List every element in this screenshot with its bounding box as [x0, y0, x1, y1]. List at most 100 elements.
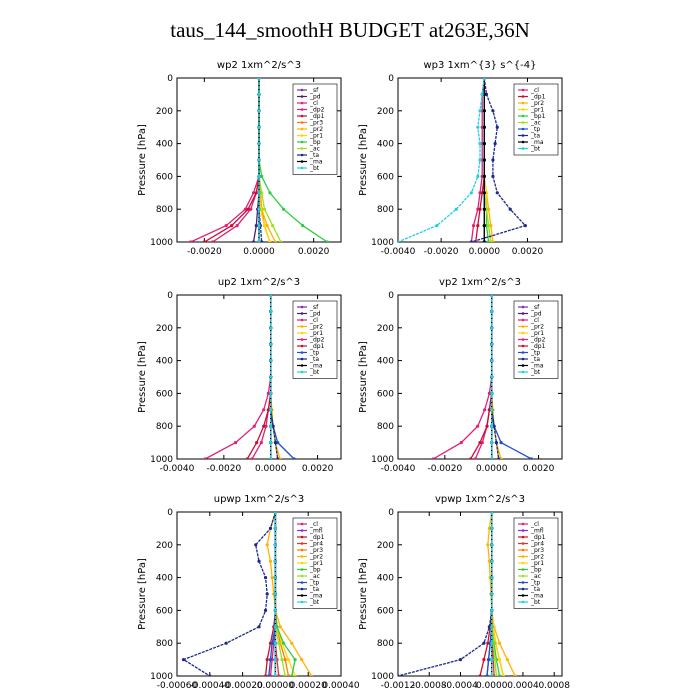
series-point-ta: [254, 543, 258, 547]
series-point-bt: [490, 359, 494, 363]
legend-marker: [300, 147, 304, 150]
series-point-cl: [471, 224, 476, 228]
legend-marker: [300, 542, 304, 545]
y-tick-label: 1000: [371, 455, 394, 465]
legend-label: _cl: [530, 521, 539, 528]
series-point-pd: [254, 224, 258, 228]
series-group: [398, 512, 517, 676]
legend-label: _sf: [309, 304, 319, 311]
series-point-ma: [482, 224, 486, 228]
series-line-dp2: [190, 78, 260, 242]
legend-marker: [521, 581, 525, 584]
series-point-pr2: [513, 674, 517, 676]
legend-label: _cl: [309, 100, 318, 107]
legend-label: _pr2: [309, 324, 323, 331]
y-tick-label: 600: [377, 606, 394, 616]
legend-marker: [300, 114, 304, 118]
series-point-pr1: [268, 240, 272, 242]
x-tick-label: 0.0000: [469, 247, 501, 257]
series-point-bt: [273, 559, 277, 563]
series-point-bt: [476, 174, 480, 178]
legend-marker: [521, 357, 525, 361]
series-point-bt: [490, 658, 494, 662]
y-tick-label: 1000: [371, 238, 394, 248]
plot-frame: [176, 511, 342, 677]
legend-marker: [300, 95, 304, 98]
legend-marker: [521, 351, 525, 354]
legend-label: _cl: [309, 521, 318, 528]
series-point-bt: [257, 174, 261, 178]
legend-label: _dp1: [309, 343, 325, 350]
x-tick-label: 0.0000: [476, 681, 508, 691]
series-point-bt: [273, 512, 277, 514]
series-point-ac: [489, 240, 493, 242]
y-tick-label: 800: [156, 205, 173, 215]
series-point-bt: [476, 125, 480, 129]
series-point-ma: [482, 207, 486, 211]
series-point-ta: [208, 674, 212, 676]
series-point-ta: [398, 674, 400, 676]
series-point-ta: [492, 424, 496, 428]
y-tick-label: 400: [156, 140, 173, 150]
legend-label: _pr3: [530, 547, 544, 554]
series-point-tp: [268, 658, 273, 662]
y-tick-label: 600: [156, 172, 173, 182]
series-point-dp1: [263, 674, 268, 676]
series-point-dp1: [266, 408, 270, 412]
series-point-bp: [301, 224, 305, 228]
series-point-bp: [497, 674, 502, 676]
series-point-bt: [478, 142, 482, 146]
x-tick-label: 0.0000: [255, 464, 287, 474]
series-point-ta: [491, 174, 495, 178]
series-point-bt: [490, 441, 494, 445]
legend-label: _bt: [309, 599, 320, 606]
series-point-bt: [257, 191, 261, 195]
series-point-ta: [495, 125, 499, 129]
panel-2: wp3 1xm^{3} s^{-4}02004006008001000-0.00…: [358, 60, 563, 257]
series-point-bt: [273, 658, 277, 662]
series-point-pd: [251, 240, 256, 242]
legend-label: _cl: [309, 317, 318, 324]
legend-marker: [521, 522, 525, 526]
series-point-bt: [490, 625, 494, 629]
legend-marker: [300, 574, 304, 578]
series-point-bt: [490, 543, 494, 547]
legend-marker: [300, 344, 304, 348]
legend-label: _bp: [309, 567, 321, 574]
legend-marker: [521, 88, 525, 92]
y-tick-label: 1000: [150, 238, 173, 248]
series-point-pr1: [286, 658, 291, 662]
x-tick-label: 0.0000: [243, 247, 275, 257]
series-point-bt: [273, 608, 277, 613]
legend-label: _ac: [309, 573, 320, 580]
series-point-bt: [435, 224, 439, 228]
y-tick-label: 0: [388, 291, 394, 301]
series-point-bt: [478, 158, 482, 162]
x-tick-label: -0.0012: [381, 681, 416, 691]
legend: _sf_pd_cl_pr2_pr1_dp2_dp1_tp_ta_ma_bt: [292, 300, 338, 379]
legend-label: _dp1: [530, 94, 546, 101]
series-point-tp: [270, 641, 274, 645]
series-point-dp2: [266, 391, 270, 395]
series-point-bt: [490, 608, 494, 613]
series-point-dp1: [485, 424, 489, 428]
series-point-bp: [268, 191, 272, 195]
series-point-pr2: [487, 559, 491, 563]
y-axis-label: Pressure [hPa]: [137, 558, 148, 630]
series-point-ta: [523, 224, 527, 228]
series-point-pr2: [278, 625, 282, 629]
series-point-ma: [482, 191, 486, 195]
legend-marker: [300, 121, 304, 124]
y-tick-label: 800: [156, 639, 173, 649]
legend-marker: [300, 535, 304, 539]
series-point-pr3: [286, 674, 291, 676]
legend-label: _ta: [309, 152, 319, 159]
legend-marker: [521, 555, 525, 558]
legend-label: _bt: [530, 599, 541, 606]
series-point-ta: [263, 576, 268, 580]
series-point-ta: [265, 592, 269, 596]
legend-label: _ta: [309, 356, 319, 363]
legend-label: _dp2: [309, 337, 325, 344]
x-tick-label: -0.00060: [157, 681, 198, 691]
y-tick-label: 400: [156, 357, 173, 367]
